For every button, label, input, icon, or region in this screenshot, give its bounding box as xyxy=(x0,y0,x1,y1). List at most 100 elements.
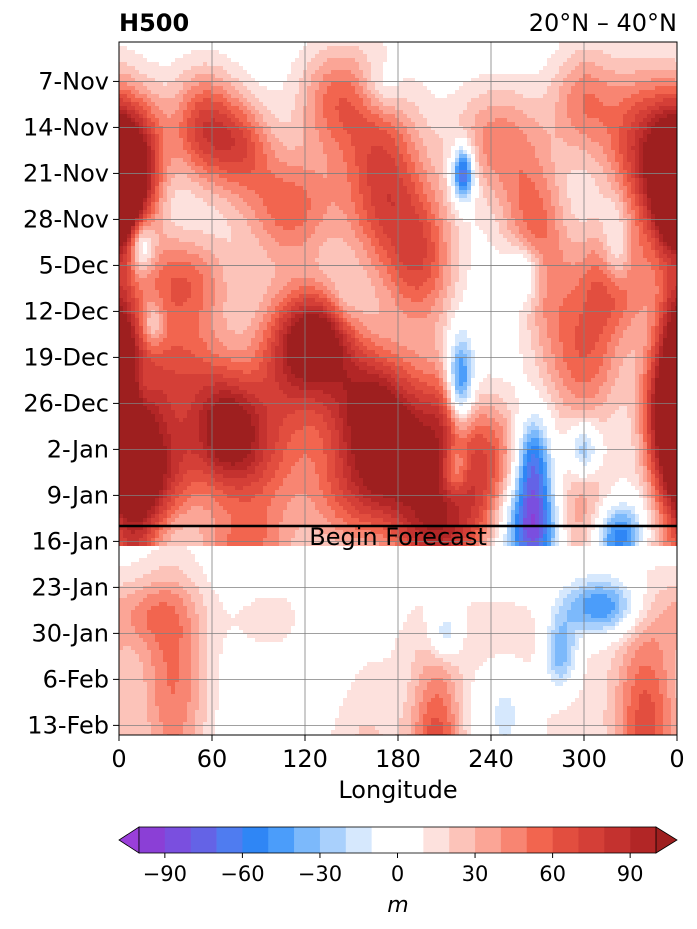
heatmap-cell xyxy=(479,134,484,139)
heatmap-cell xyxy=(163,74,168,79)
heatmap-cell xyxy=(339,98,344,103)
heatmap-cell xyxy=(591,70,596,75)
heatmap-cell xyxy=(451,102,456,107)
heatmap-cell xyxy=(647,42,652,47)
heatmap-cell xyxy=(239,162,244,167)
heatmap-cell xyxy=(139,122,144,127)
heatmap-cell xyxy=(243,162,248,167)
heatmap-cell xyxy=(455,142,460,147)
heatmap-cell xyxy=(455,154,460,159)
heatmap-cell xyxy=(639,106,644,111)
heatmap-cell xyxy=(383,94,388,99)
heatmap-cell xyxy=(391,66,396,71)
heatmap-cell xyxy=(243,78,248,83)
heatmap-cell xyxy=(623,170,628,175)
heatmap-cell xyxy=(431,50,436,55)
heatmap-cell xyxy=(399,146,404,151)
heatmap-cell xyxy=(143,78,148,83)
heatmap-cell xyxy=(251,46,256,51)
heatmap-cell xyxy=(351,74,356,79)
heatmap-cell xyxy=(139,182,144,187)
heatmap-cell xyxy=(279,78,284,83)
heatmap-cell xyxy=(239,146,244,151)
heatmap-cell xyxy=(203,94,208,99)
heatmap-cell xyxy=(151,82,156,87)
heatmap-cell xyxy=(223,66,228,71)
heatmap-cell xyxy=(167,154,172,159)
heatmap-cell xyxy=(203,170,208,175)
heatmap-cell xyxy=(315,170,320,175)
heatmap-cell xyxy=(559,98,564,103)
heatmap-cell xyxy=(603,62,608,67)
heatmap-cell xyxy=(595,82,600,87)
heatmap-cell xyxy=(199,150,204,155)
heatmap-cell xyxy=(547,42,552,47)
heatmap-cell xyxy=(519,150,524,155)
heatmap-cell xyxy=(359,174,364,179)
heatmap-cell xyxy=(487,166,492,171)
heatmap-cell xyxy=(423,70,428,75)
heatmap-cell xyxy=(667,138,672,143)
heatmap-cell xyxy=(127,150,132,155)
heatmap-cell xyxy=(375,106,380,111)
heatmap-cell xyxy=(579,78,584,83)
heatmap-cell xyxy=(219,118,224,123)
heatmap-cell xyxy=(139,74,144,79)
heatmap-cell xyxy=(479,62,484,67)
heatmap-cell xyxy=(591,114,596,119)
heatmap-cell xyxy=(655,102,660,107)
heatmap-cell xyxy=(171,134,176,139)
heatmap-cell xyxy=(611,94,616,99)
heatmap-cell xyxy=(403,154,408,159)
heatmap-cell xyxy=(619,98,624,103)
heatmap-cell xyxy=(119,166,124,171)
heatmap-cell xyxy=(355,134,360,139)
heatmap-cell xyxy=(159,174,164,179)
heatmap-cell xyxy=(387,158,392,163)
heatmap-cell xyxy=(487,54,492,59)
heatmap-cell xyxy=(203,166,208,171)
heatmap-cell xyxy=(319,50,324,55)
heatmap-cell xyxy=(483,62,488,67)
heatmap-cell xyxy=(327,82,332,87)
heatmap-cell xyxy=(319,90,324,95)
heatmap-cell xyxy=(643,154,648,159)
heatmap-cell xyxy=(571,134,576,139)
heatmap-cell xyxy=(315,130,320,135)
heatmap-cell xyxy=(459,62,464,67)
heatmap-cell xyxy=(503,114,508,119)
heatmap-cell xyxy=(607,122,612,127)
heatmap-cell xyxy=(227,54,232,59)
heatmap-cell xyxy=(495,42,500,47)
heatmap-cell xyxy=(367,122,372,127)
heatmap-cell xyxy=(423,150,428,155)
heatmap-cell xyxy=(151,66,156,71)
heatmap-cell xyxy=(603,118,608,123)
heatmap-cell xyxy=(383,58,388,63)
heatmap-cell xyxy=(287,74,292,79)
heatmap-cell xyxy=(495,174,500,179)
heatmap-cell xyxy=(167,58,172,63)
heatmap-cell xyxy=(503,98,508,103)
heatmap-cell xyxy=(243,150,248,155)
heatmap-cell xyxy=(223,174,228,179)
heatmap-cell xyxy=(175,114,180,119)
heatmap-cell xyxy=(659,146,664,151)
heatmap-cell xyxy=(483,182,488,187)
heatmap-cell xyxy=(119,150,124,155)
heatmap-cell xyxy=(411,66,416,71)
heatmap-cell xyxy=(599,162,604,167)
heatmap-cell xyxy=(551,62,556,67)
heatmap-cell xyxy=(427,150,432,155)
heatmap-cell xyxy=(507,122,512,127)
heatmap-cell xyxy=(651,150,656,155)
heatmap-cell xyxy=(299,122,304,127)
heatmap-cell xyxy=(295,130,300,135)
heatmap-cell xyxy=(571,158,576,163)
heatmap-cell xyxy=(231,90,236,95)
heatmap-cell xyxy=(183,102,188,107)
heatmap-cell xyxy=(267,138,272,143)
heatmap-cell xyxy=(407,126,412,131)
heatmap-cell xyxy=(127,86,132,91)
heatmap-cell xyxy=(435,110,440,115)
